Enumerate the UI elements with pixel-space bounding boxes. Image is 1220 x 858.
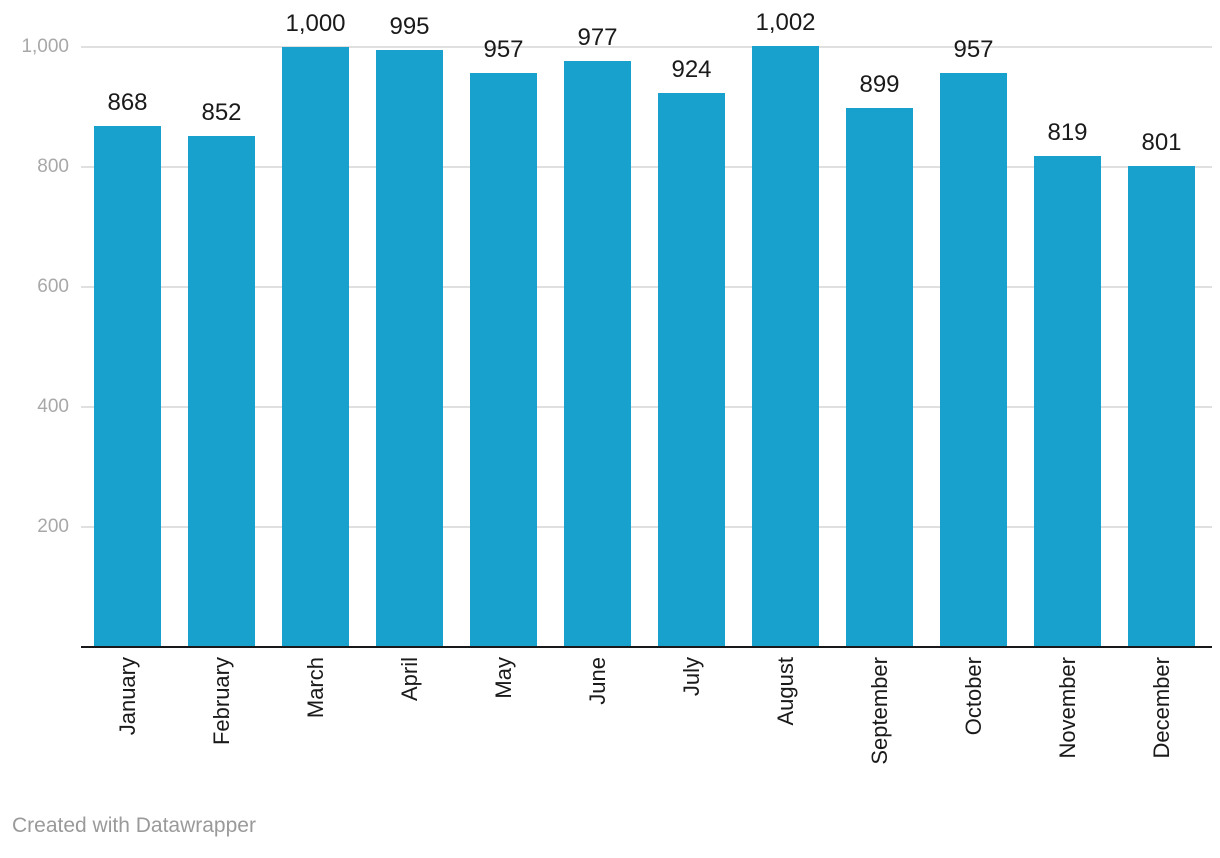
x-axis-label-june: June	[584, 657, 610, 705]
x-axis-label-july: July	[678, 657, 704, 697]
bar-september	[846, 108, 913, 647]
bar-february	[188, 136, 255, 647]
bar-may	[470, 73, 537, 647]
bar-june	[564, 61, 631, 647]
bar-november	[1034, 156, 1101, 647]
footer-credit-link[interactable]: Created with Datawrapper	[12, 814, 256, 837]
chart-footer: Created with Datawrapper	[12, 814, 256, 838]
bar-july	[658, 93, 725, 647]
bar-january	[94, 126, 161, 647]
x-axis-label-december: December	[1148, 657, 1174, 759]
x-axis-label-september: September	[866, 657, 892, 765]
x-axis-label-march: March	[302, 657, 328, 719]
bar-october	[940, 73, 1007, 647]
bar-value-january: 868	[107, 89, 148, 116]
gridline-400	[81, 406, 1212, 408]
gridline-800	[81, 166, 1212, 168]
bar-value-march: 1,000	[285, 10, 346, 37]
x-axis-label-november: November	[1054, 657, 1080, 759]
bar-april	[376, 50, 443, 647]
bar-value-december: 801	[1141, 129, 1182, 156]
bar-value-october: 957	[953, 36, 994, 63]
bar-value-september: 899	[859, 71, 900, 98]
gridline-1000	[81, 46, 1212, 48]
x-axis-label-april: April	[396, 657, 422, 702]
y-axis-label-600: 600	[37, 276, 69, 297]
y-axis-label-800: 800	[37, 156, 69, 177]
y-axis-label-400: 400	[37, 396, 69, 417]
x-axis-line	[81, 646, 1212, 648]
bar-december	[1128, 166, 1195, 647]
bar-march	[282, 47, 349, 647]
bar-value-november: 819	[1047, 119, 1088, 146]
bar-value-july: 924	[671, 56, 712, 83]
y-axis-label-200: 200	[37, 516, 69, 537]
bar-value-august: 1,002	[755, 9, 816, 36]
bar-value-april: 995	[389, 13, 430, 40]
bar-value-february: 852	[201, 99, 242, 126]
gridline-600	[81, 286, 1212, 288]
bar-value-may: 957	[483, 36, 524, 63]
bar-august	[752, 46, 819, 647]
bar-value-june: 977	[577, 24, 618, 51]
y-axis-label-1000: 1,000	[21, 36, 69, 57]
x-axis-label-may: May	[490, 657, 516, 699]
gridline-200	[81, 526, 1212, 528]
x-axis-label-august: August	[772, 657, 798, 726]
x-axis-label-october: October	[960, 657, 986, 736]
